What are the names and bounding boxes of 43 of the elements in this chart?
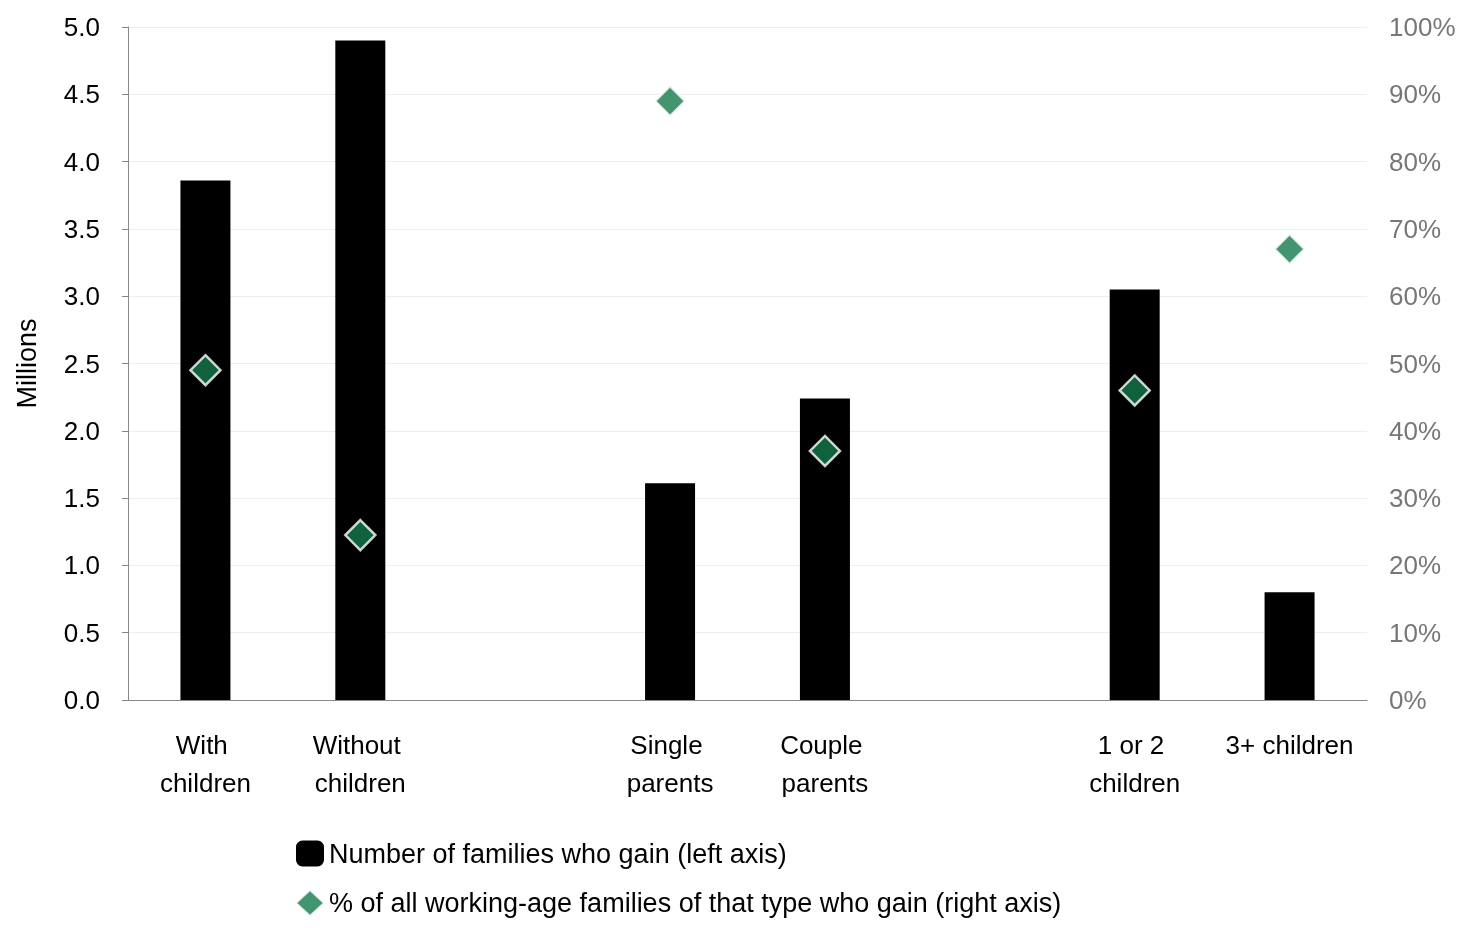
bar (1264, 592, 1315, 700)
point (189, 353, 222, 387)
y2-tick-label: 100% (1389, 12, 1456, 42)
y2-tick-label: 50% (1389, 348, 1442, 379)
y2-tick-label: 0% (1389, 685, 1427, 715)
y-tick-label: 3.0 (63, 281, 100, 312)
x-tick-label: 3+ children (1225, 730, 1354, 760)
point (1273, 232, 1306, 266)
bar (180, 180, 231, 700)
y-tick-label: 1.5 (63, 483, 100, 514)
y2-tick-label: 70% (1389, 213, 1442, 244)
y2-tick-label: 40% (1389, 415, 1442, 446)
legend-label: Number of families who gain (left axis) (329, 838, 787, 869)
y2-tick-label: 10% (1389, 617, 1442, 648)
y2-tick-label: 30% (1389, 483, 1442, 514)
y-tick-label: 4.0 (63, 146, 100, 177)
y-tick-label: 4.5 (63, 79, 100, 110)
y2-tick-label: 20% (1389, 550, 1442, 581)
y-tick-label: 0.0 (63, 685, 100, 715)
legend-label: % of all working-age families of that type who gain (right axis) (329, 888, 1062, 918)
point (1118, 374, 1151, 407)
y2-tick-label: 60% (1389, 281, 1442, 312)
y-axis-title: Millions (11, 318, 42, 409)
x-tick-label: Couple parents (780, 730, 870, 798)
x-tick-label: 1 or 2 children (1089, 730, 1181, 798)
y-tick-label: 0.5 (63, 617, 100, 648)
y-tick-label: 5.0 (63, 12, 100, 42)
y2-tick-label: 90% (1389, 79, 1442, 110)
y-tick-label: 1.0 (63, 550, 100, 581)
bar (1109, 289, 1160, 700)
point (653, 84, 687, 118)
bar (645, 483, 696, 700)
bar (335, 40, 386, 700)
y2-tick-label: 80% (1389, 146, 1442, 177)
point (344, 518, 377, 552)
y-tick-label: 2.5 (63, 348, 100, 379)
y-tick-label: 3.5 (63, 213, 100, 244)
point (808, 434, 842, 468)
x-tick-label: Single parents (626, 730, 714, 798)
x-tick-label: With children (159, 730, 251, 798)
y-tick-label: 2.0 (63, 415, 100, 446)
bar (799, 398, 850, 700)
x-tick-label: Without children (312, 730, 408, 798)
